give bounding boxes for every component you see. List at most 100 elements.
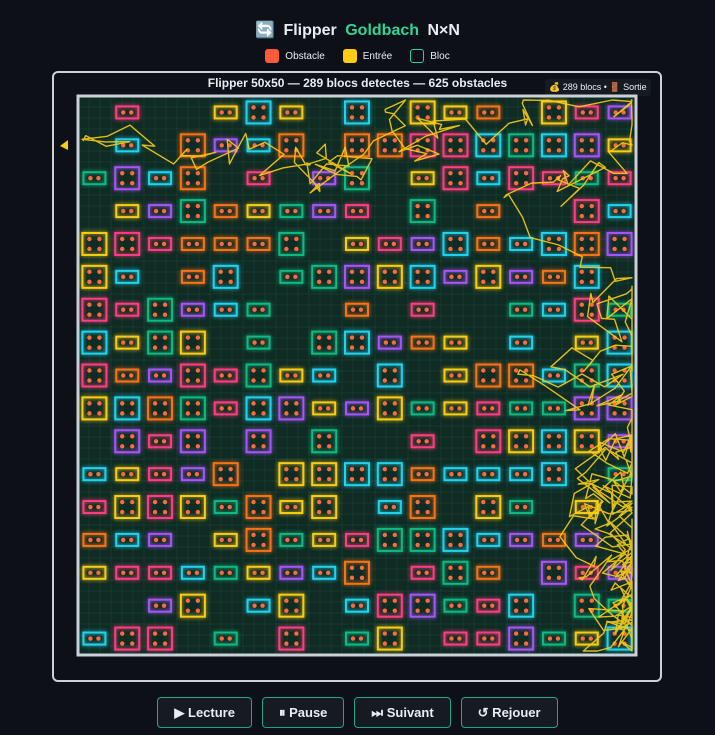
obstacle-dot bbox=[97, 236, 102, 242]
block bbox=[81, 363, 108, 388]
control-button[interactable]: ↺ Rejouer bbox=[460, 697, 558, 728]
obstacle-dot bbox=[579, 213, 584, 219]
block bbox=[409, 527, 436, 552]
obstacle-dot bbox=[546, 148, 552, 153]
legend-label: Obstacle bbox=[285, 50, 325, 62]
obstacle-dot bbox=[589, 411, 594, 416]
obstacle-dot bbox=[350, 603, 356, 608]
block bbox=[147, 330, 174, 355]
obstacle-dot bbox=[513, 631, 519, 636]
obstacle-dot bbox=[252, 603, 257, 608]
obstacle-dot bbox=[349, 466, 355, 472]
obstacle-dot bbox=[285, 504, 290, 510]
obstacle-dot bbox=[97, 411, 102, 416]
obstacle-dot bbox=[350, 241, 356, 247]
obstacle-dot bbox=[546, 444, 552, 449]
block bbox=[508, 133, 535, 158]
control-button[interactable]: ⏸ Pause bbox=[261, 697, 345, 728]
obstacle-dot bbox=[425, 608, 430, 613]
block bbox=[409, 264, 436, 289]
obstacle-dot bbox=[162, 509, 168, 515]
obstacle-dot bbox=[555, 373, 561, 378]
obstacle-dot bbox=[195, 401, 201, 406]
title-highlight: Goldbach bbox=[345, 22, 420, 39]
obstacle-dot bbox=[458, 181, 463, 186]
block bbox=[345, 401, 369, 416]
obstacle-dot bbox=[392, 542, 398, 548]
obstacle-dot bbox=[87, 345, 92, 350]
control-button[interactable]: ▶ Lecture bbox=[157, 697, 252, 728]
block bbox=[312, 401, 337, 416]
block bbox=[573, 593, 600, 618]
block bbox=[213, 204, 238, 219]
block bbox=[573, 231, 600, 256]
obstacle-dot bbox=[556, 236, 562, 242]
obstacle-dot bbox=[260, 176, 265, 181]
obstacle-dot bbox=[556, 115, 562, 120]
obstacle-dot bbox=[152, 302, 158, 307]
obstacle-dot bbox=[622, 236, 627, 242]
obstacle-dot bbox=[251, 542, 256, 548]
obstacle-dot bbox=[547, 274, 553, 280]
block bbox=[147, 626, 174, 651]
obstacle-dot bbox=[491, 148, 496, 153]
obstacle-dot bbox=[97, 312, 102, 317]
obstacle-dot bbox=[120, 641, 125, 646]
obstacle-dot bbox=[522, 241, 528, 247]
obstacle-dot bbox=[448, 532, 453, 538]
block bbox=[410, 467, 435, 482]
obstacle-dot bbox=[349, 148, 355, 153]
obstacle-dot bbox=[621, 110, 626, 115]
obstacle-dot bbox=[547, 636, 553, 641]
obstacle-dot bbox=[87, 246, 92, 252]
obstacle-dot bbox=[294, 598, 299, 603]
block bbox=[179, 166, 206, 191]
block bbox=[114, 429, 141, 454]
block bbox=[115, 335, 140, 350]
obstacle-dot bbox=[382, 631, 388, 636]
obstacle-dot bbox=[358, 603, 364, 608]
obstacle-dot bbox=[129, 208, 134, 214]
obstacle-dot bbox=[523, 378, 529, 383]
obstacle-dot bbox=[121, 471, 126, 477]
block bbox=[148, 236, 173, 251]
block bbox=[509, 532, 534, 547]
obstacle-dot bbox=[391, 504, 397, 510]
obstacle-dot bbox=[449, 340, 454, 345]
obstacle-dot bbox=[326, 279, 332, 285]
obstacle-dot bbox=[523, 181, 529, 186]
obstacle-dot bbox=[449, 603, 454, 608]
obstacle-dot bbox=[359, 279, 365, 285]
obstacle-dot bbox=[121, 274, 126, 280]
block bbox=[541, 631, 566, 646]
obstacle-dot bbox=[227, 636, 232, 641]
obstacle-dot bbox=[218, 466, 223, 472]
obstacle-dot bbox=[120, 246, 125, 252]
block bbox=[376, 462, 403, 487]
block bbox=[476, 105, 501, 120]
obstacle-dot bbox=[219, 636, 224, 641]
control-button[interactable]: ⏭ Suivant bbox=[354, 697, 451, 728]
obstacle-dot bbox=[522, 537, 528, 543]
obstacle-dot bbox=[261, 509, 266, 515]
obstacle-dot bbox=[514, 340, 520, 345]
obstacle-dot bbox=[358, 636, 364, 641]
block bbox=[541, 302, 566, 317]
obstacle-dot bbox=[121, 208, 126, 214]
obstacle-dot bbox=[87, 411, 92, 416]
obstacle-dot bbox=[522, 504, 528, 510]
block bbox=[213, 138, 238, 153]
obstacle-dot bbox=[261, 532, 266, 538]
obstacle-dot bbox=[316, 345, 322, 350]
block bbox=[344, 166, 370, 191]
obstacle-dot bbox=[186, 471, 192, 477]
obstacle-dot bbox=[555, 636, 561, 641]
obstacle-dot bbox=[415, 542, 420, 548]
block bbox=[443, 598, 468, 613]
obstacle-dot bbox=[613, 570, 618, 575]
block bbox=[540, 462, 567, 487]
obstacle-dot bbox=[556, 246, 562, 252]
obstacle-dot bbox=[482, 208, 487, 214]
obstacle-dot bbox=[120, 401, 125, 406]
obstacle-dot bbox=[227, 570, 232, 575]
